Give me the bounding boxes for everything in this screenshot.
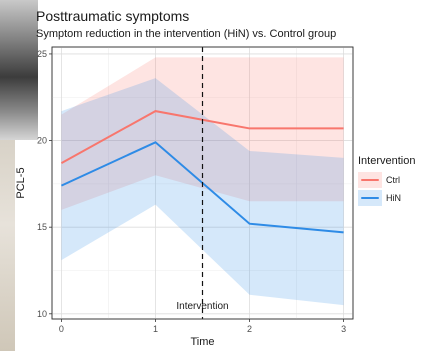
legend: Intervention Ctrl HiN — [358, 155, 430, 207]
legend-key-hin — [358, 190, 382, 206]
chart-title: Posttraumatic symptoms — [36, 8, 190, 24]
background-photo — [0, 0, 38, 140]
x-axis-label: Time — [190, 336, 214, 348]
y-tick-label-2: 20 — [37, 136, 47, 146]
chart-subtitle: Symptom reduction in the intervention (H… — [36, 28, 337, 40]
y-tick-label-0: 10 — [37, 309, 47, 319]
legend-label-ctrl: Ctrl — [386, 175, 400, 185]
x-tick-label-1: 1 — [153, 324, 158, 334]
legend-key-ctrl — [358, 172, 382, 188]
legend-key-line — [361, 179, 379, 181]
legend-item-ctrl: Ctrl — [358, 171, 430, 189]
legend-items: Ctrl HiN — [358, 171, 430, 207]
x-tick-label-3: 3 — [341, 324, 346, 334]
annotation-label-0: Intervention — [176, 301, 228, 312]
x-tick-label-0: 0 — [59, 324, 64, 334]
x-tick-label-2: 2 — [247, 324, 252, 334]
legend-key-line — [361, 197, 379, 199]
plot-panel-border — [51, 46, 354, 320]
y-tick-label-3: 25 — [37, 49, 47, 59]
ribbon-ctrl — [61, 57, 344, 210]
background-photo-strip — [0, 140, 15, 351]
legend-label-hin: HiN — [386, 193, 401, 203]
legend-title: Intervention — [358, 155, 416, 167]
y-axis-label: PCL-5 — [15, 167, 27, 198]
legend-item-hin: HiN — [358, 189, 430, 207]
y-tick-label-1: 15 — [37, 222, 47, 232]
